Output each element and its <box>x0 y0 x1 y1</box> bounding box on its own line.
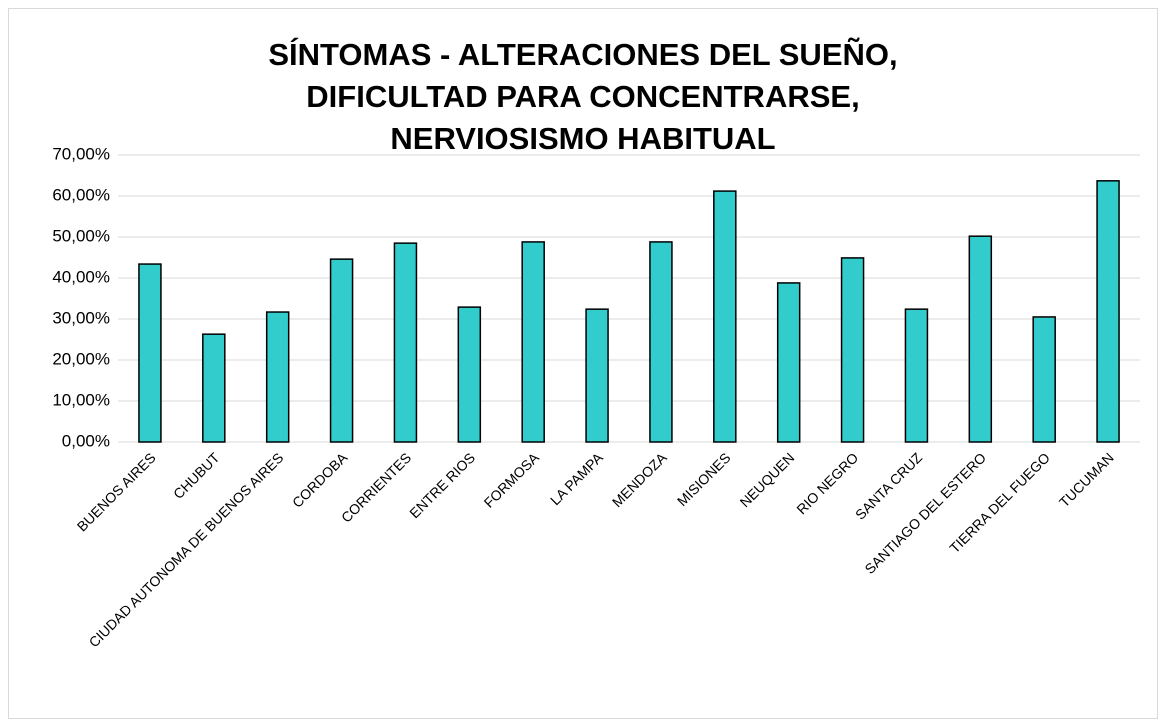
bar <box>585 308 609 443</box>
y-tick-label: 10,00% <box>52 390 110 409</box>
y-tick-label: 50,00% <box>52 226 110 245</box>
x-tick-label: CHUBUT <box>170 449 223 502</box>
bar <box>265 311 290 443</box>
bar <box>776 282 801 443</box>
x-tick-label: BUENOS AIRES <box>74 449 159 534</box>
bar <box>649 241 673 443</box>
bar <box>1096 180 1120 443</box>
y-tick-label: 60,00% <box>52 185 110 204</box>
y-tick-label: 40,00% <box>52 267 110 286</box>
chart-title: SÍNTOMAS - ALTERACIONES DEL SUEÑO, DIFIC… <box>268 37 898 156</box>
bar <box>329 258 354 443</box>
bar <box>138 263 162 443</box>
bar <box>904 308 929 443</box>
bar <box>713 190 737 443</box>
x-tick-label: NEUQUEN <box>737 449 798 510</box>
x-tick-label: TUCUMAN <box>1056 449 1117 510</box>
bar <box>840 257 865 443</box>
x-tick-label: LA PAMPA <box>547 449 606 508</box>
x-tick-label: RIO NEGRO <box>793 449 861 517</box>
x-tick-label: FORMOSA <box>481 449 543 511</box>
bar <box>393 242 418 443</box>
bar <box>457 306 482 443</box>
bar <box>521 241 545 443</box>
y-tick-label: 0,00% <box>62 431 110 450</box>
x-tick-label: SANTIAGO DEL ESTERO <box>861 449 989 577</box>
x-tick-label: MISIONES <box>674 449 734 509</box>
bar <box>968 235 993 443</box>
x-tick-label: MENDOZA <box>609 449 670 510</box>
y-tick-label: 70,00% <box>52 144 110 163</box>
y-tick-label: 20,00% <box>52 349 110 368</box>
bar <box>1032 316 1056 443</box>
x-tick-label: ENTRE RIOS <box>406 449 478 521</box>
y-tick-label: 30,00% <box>52 308 110 327</box>
x-tick-label: CORDOBA <box>289 449 351 511</box>
chart-border <box>8 8 1158 719</box>
bar <box>202 333 226 443</box>
